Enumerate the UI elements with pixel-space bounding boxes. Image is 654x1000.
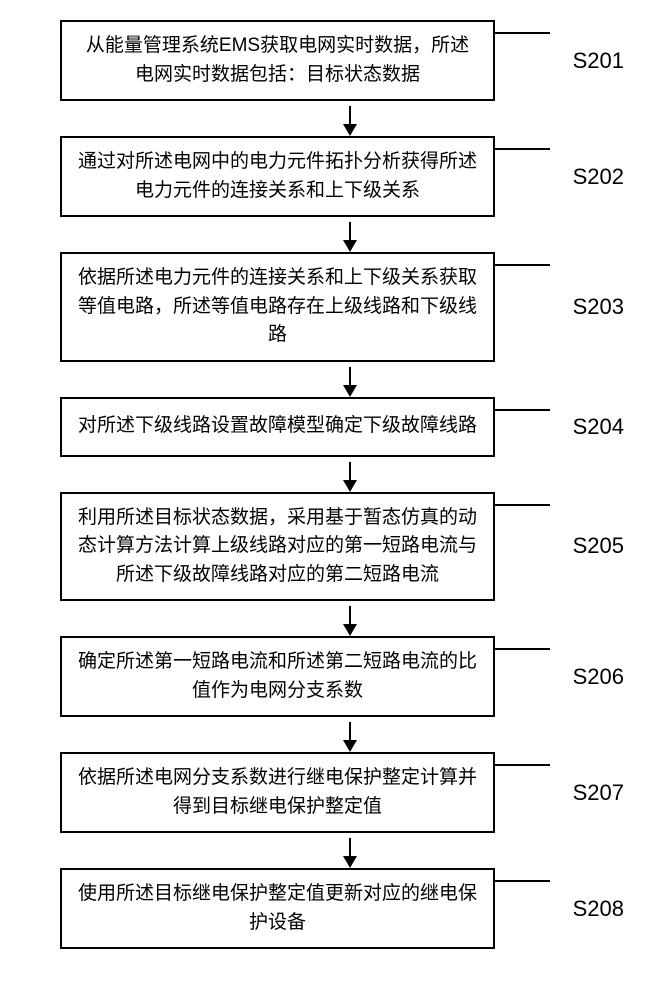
step-box-8: 使用所述目标继电保护整定值更新对应的继电保护设备 xyxy=(60,868,495,949)
step-row-7: 依据所述电网分支系数进行继电保护整定计算并得到目标继电保护整定值 S207 xyxy=(15,752,639,833)
step-text-4: 对所述下级线路设置故障模型确定下级故障线路 xyxy=(78,412,477,441)
step-box-1: 从能量管理系统EMS获取电网实时数据，所述电网实时数据包括：目标状态数据 xyxy=(60,20,495,101)
arrow-6 xyxy=(132,717,567,752)
label-connector-3 xyxy=(495,264,550,266)
step-row-3: 依据所述电力元件的连接关系和上下级关系获取等值电路，所述等值电路存在上级线路和下… xyxy=(15,252,639,362)
step-text-8: 使用所述目标继电保护整定值更新对应的继电保护设备 xyxy=(78,880,477,937)
arrow-head-1 xyxy=(343,124,357,136)
step-box-7: 依据所述电网分支系数进行继电保护整定计算并得到目标继电保护整定值 xyxy=(60,752,495,833)
label-connector-7 xyxy=(495,764,550,766)
step-label-7: S207 xyxy=(573,780,624,806)
arrow-head-5 xyxy=(343,624,357,636)
step-box-6: 确定所述第一短路电流和所述第二短路电流的比值作为电网分支系数 xyxy=(60,636,495,717)
arrow-4 xyxy=(132,457,567,492)
step-box-4: 对所述下级线路设置故障模型确定下级故障线路 xyxy=(60,397,495,457)
step-text-3: 依据所述电力元件的连接关系和上下级关系获取等值电路，所述等值电路存在上级线路和下… xyxy=(78,264,477,350)
arrow-7 xyxy=(132,833,567,868)
step-label-6: S206 xyxy=(573,664,624,690)
step-row-1: 从能量管理系统EMS获取电网实时数据，所述电网实时数据包括：目标状态数据 S20… xyxy=(15,20,639,101)
step-label-4: S204 xyxy=(573,414,624,440)
step-label-2: S202 xyxy=(573,164,624,190)
step-label-1: S201 xyxy=(573,48,624,74)
step-row-6: 确定所述第一短路电流和所述第二短路电流的比值作为电网分支系数 S206 xyxy=(15,636,639,717)
flowchart-container: 从能量管理系统EMS获取电网实时数据，所述电网实时数据包括：目标状态数据 S20… xyxy=(15,20,639,949)
arrow-head-6 xyxy=(343,740,357,752)
arrow-1 xyxy=(132,101,567,136)
step-label-3: S203 xyxy=(573,294,624,320)
step-row-8: 使用所述目标继电保护整定值更新对应的继电保护设备 S208 xyxy=(15,868,639,949)
label-connector-8 xyxy=(495,880,550,882)
arrow-5 xyxy=(132,601,567,636)
label-connector-6 xyxy=(495,648,550,650)
label-connector-4 xyxy=(495,409,550,411)
step-text-2: 通过对所述电网中的电力元件拓扑分析获得所述电力元件的连接关系和上下级关系 xyxy=(78,148,477,205)
label-connector-1 xyxy=(495,32,550,34)
step-text-5: 利用所述目标状态数据，采用基于暂态仿真的动态计算方法计算上级线路对应的第一短路电… xyxy=(78,504,477,590)
step-box-2: 通过对所述电网中的电力元件拓扑分析获得所述电力元件的连接关系和上下级关系 xyxy=(60,136,495,217)
step-label-8: S208 xyxy=(573,896,624,922)
step-box-3: 依据所述电力元件的连接关系和上下级关系获取等值电路，所述等值电路存在上级线路和下… xyxy=(60,252,495,362)
arrow-head-3 xyxy=(343,385,357,397)
step-row-5: 利用所述目标状态数据，采用基于暂态仿真的动态计算方法计算上级线路对应的第一短路电… xyxy=(15,492,639,602)
step-text-7: 依据所述电网分支系数进行继电保护整定计算并得到目标继电保护整定值 xyxy=(78,764,477,821)
arrow-head-2 xyxy=(343,240,357,252)
arrow-head-4 xyxy=(343,480,357,492)
step-row-4: 对所述下级线路设置故障模型确定下级故障线路 S204 xyxy=(15,397,639,457)
label-connector-5 xyxy=(495,504,550,506)
arrow-head-7 xyxy=(343,856,357,868)
step-box-5: 利用所述目标状态数据，采用基于暂态仿真的动态计算方法计算上级线路对应的第一短路电… xyxy=(60,492,495,602)
step-label-5: S205 xyxy=(573,533,624,559)
step-row-2: 通过对所述电网中的电力元件拓扑分析获得所述电力元件的连接关系和上下级关系 S20… xyxy=(15,136,639,217)
arrow-2 xyxy=(132,217,567,252)
arrow-3 xyxy=(132,362,567,397)
step-text-6: 确定所述第一短路电流和所述第二短路电流的比值作为电网分支系数 xyxy=(78,648,477,705)
step-text-1: 从能量管理系统EMS获取电网实时数据，所述电网实时数据包括：目标状态数据 xyxy=(78,32,477,89)
label-connector-2 xyxy=(495,148,550,150)
